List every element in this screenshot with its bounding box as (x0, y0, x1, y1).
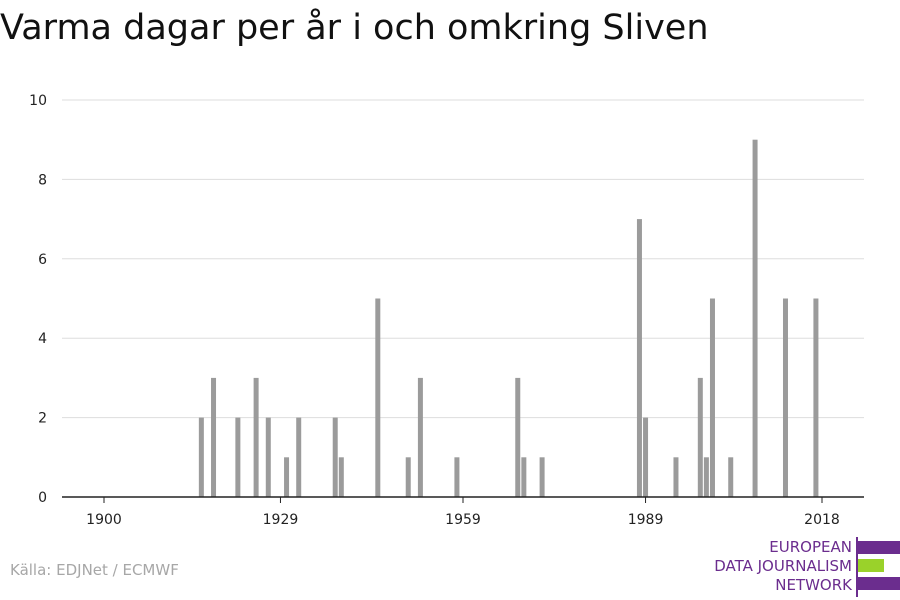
bar (454, 457, 460, 497)
y-tick-label: 0 (38, 490, 47, 506)
bars (198, 139, 819, 497)
bar (198, 417, 204, 497)
logo-text-line-3: NETWORK (775, 576, 852, 594)
bar (332, 417, 338, 497)
source-credit: Källa: EDJNet / ECMWF (10, 561, 179, 579)
bar (636, 219, 642, 497)
bar (697, 377, 703, 497)
bar (265, 417, 271, 497)
logo-bar-green (858, 559, 884, 572)
bar (643, 417, 649, 497)
x-tick-label: 1959 (445, 512, 481, 528)
bar (703, 457, 709, 497)
logo-bar-purple-bottom (858, 577, 900, 590)
bar (673, 457, 679, 497)
bar (521, 457, 527, 497)
bar (539, 457, 545, 497)
x-tick-label: 1900 (86, 512, 122, 528)
edjnet-logo[interactable]: EUROPEAN DATA JOURNALISM NETWORK (700, 537, 900, 597)
bar (782, 298, 788, 497)
logo-bar-purple-top (858, 541, 900, 554)
y-tick-label: 10 (29, 93, 47, 109)
bar (253, 377, 259, 497)
bar (813, 298, 819, 497)
y-tick-label: 8 (38, 172, 47, 188)
bar (338, 457, 344, 497)
grid-lines (62, 99, 864, 419)
logo-divider (856, 537, 858, 597)
x-tick-label: 1929 (263, 512, 299, 528)
logo-text-line-2: DATA JOURNALISM (714, 557, 852, 575)
bar (417, 377, 423, 497)
bar (284, 457, 290, 497)
y-tick-label: 4 (38, 331, 47, 347)
logo-text-line-1: EUROPEAN (769, 538, 852, 556)
axes: 0 2 4 6 8 10 1900 1929 1959 1989 2018 (29, 93, 864, 528)
bar (375, 298, 381, 497)
x-tick-label: 2018 (804, 512, 840, 528)
bar (728, 457, 734, 497)
bar (709, 298, 715, 497)
bar (235, 417, 241, 497)
y-tick-label: 6 (38, 252, 47, 268)
bar (515, 377, 521, 497)
bar (211, 377, 217, 497)
chart-title: Varma dagar per år i och omkring Sliven (0, 8, 709, 48)
y-tick-label: 2 (38, 411, 47, 427)
x-tick-label: 1989 (628, 512, 664, 528)
bar (296, 417, 302, 497)
bar (752, 139, 758, 497)
bar (405, 457, 411, 497)
